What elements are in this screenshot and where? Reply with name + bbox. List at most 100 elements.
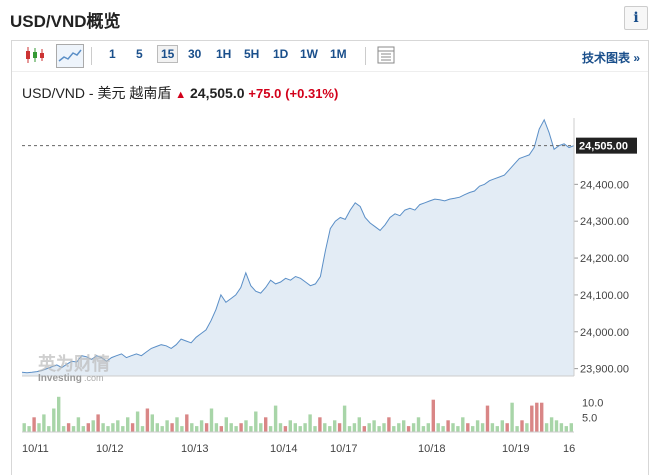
volume-bar	[101, 423, 105, 432]
volume-bar	[32, 417, 36, 432]
volume-bar	[175, 417, 179, 432]
volume-bar	[540, 402, 544, 432]
last-price-label: 24,505.00	[579, 141, 628, 153]
timeframe-5H[interactable]: 5H	[244, 47, 260, 61]
volume-bar	[451, 423, 455, 432]
chart-toolbar: 1 5 15 30 1H 5H 1D 1W 1M 技术图表 »	[12, 41, 648, 72]
volume-bar	[66, 423, 71, 432]
volume-bar	[352, 423, 357, 432]
timeframe-1W[interactable]: 1W	[300, 47, 318, 61]
volume-bar	[81, 426, 85, 432]
volume-bar	[554, 420, 559, 432]
volume-bar	[471, 426, 475, 432]
volume-bar	[559, 423, 564, 432]
volume-bar	[411, 423, 416, 432]
volume-bar	[130, 423, 135, 432]
volume-bar	[485, 405, 490, 432]
volume-bar	[214, 423, 219, 432]
volume-bar	[155, 423, 159, 432]
chart-panel: 1 5 15 30 1H 5H 1D 1W 1M 技术图表 » USD/VND - 美元 越南盾…	[11, 40, 649, 475]
volume-bar	[145, 408, 150, 432]
table-view-icon[interactable]	[373, 44, 399, 66]
volume-bar	[392, 426, 396, 432]
volume-bar	[209, 408, 214, 432]
volume-bar	[569, 423, 573, 432]
volume-bar	[71, 426, 76, 432]
volume-bar	[564, 426, 568, 432]
timeframe-15[interactable]: 15	[157, 45, 179, 63]
volume-bar	[180, 426, 184, 432]
x-tick-label: 10/17	[330, 443, 358, 455]
volume-bar	[52, 408, 56, 432]
volume-bar	[47, 426, 51, 432]
volume-bar	[500, 420, 504, 432]
volume-bar	[22, 423, 26, 432]
volume-bar	[57, 396, 61, 432]
last-price-label-bg	[576, 137, 637, 154]
y-tick-label: 24,300.00	[580, 216, 629, 228]
volume-bar	[456, 426, 460, 432]
volume-bar	[416, 417, 421, 432]
volume-bar	[515, 426, 519, 432]
timeframe-1M[interactable]: 1M	[330, 47, 347, 61]
timeframe-1H[interactable]: 1H	[216, 47, 232, 61]
volume-bar	[426, 423, 430, 432]
volume-bar	[337, 423, 342, 432]
volume-bar	[111, 423, 115, 432]
volume-bar	[490, 423, 495, 432]
volume-bar	[185, 414, 189, 432]
volume-bar	[244, 420, 248, 432]
info-button[interactable]: i	[624, 6, 648, 30]
timeframe-1D[interactable]: 1D	[273, 47, 289, 61]
volume-bar	[347, 426, 352, 432]
volume-bar	[288, 420, 292, 432]
candlestick-chart-icon[interactable]	[22, 44, 48, 66]
volume-bar	[229, 423, 233, 432]
pair-name: USD/VND - 美元 越南盾	[22, 85, 172, 101]
volume-bar	[362, 426, 366, 432]
volume-bar	[160, 426, 164, 432]
volume-bar	[328, 426, 332, 432]
price-change: +75.0	[248, 86, 282, 101]
watermark-suffix: .com	[84, 373, 104, 383]
quote-header: USD/VND - 美元 越南盾 ▲ 24,505.0 +75.0 (+0.31…	[22, 83, 338, 103]
x-tick-label: 10/19	[502, 443, 530, 455]
volume-bar	[254, 411, 258, 432]
y-tick-label: 24,000.00	[580, 327, 629, 339]
volume-bar	[259, 423, 263, 432]
volume-bar	[397, 423, 401, 432]
volume-tick-label: 10.0	[582, 398, 603, 410]
volume-bar	[273, 405, 278, 432]
volume-bar	[204, 423, 209, 432]
timeframe-1[interactable]: 1	[109, 47, 116, 61]
x-tick-label: 10/12	[96, 443, 124, 455]
volume-bar	[367, 423, 371, 432]
volume-bar	[27, 426, 31, 432]
volume-bar	[421, 426, 426, 432]
y-tick-label: 23,900.00	[580, 364, 629, 376]
volume-bar	[446, 420, 450, 432]
up-arrow-icon: ▲	[175, 89, 187, 101]
area-chart-icon[interactable]	[56, 44, 84, 68]
volume-bar	[96, 414, 100, 432]
volume-bar	[382, 423, 386, 432]
volume-bar	[480, 423, 485, 432]
volume-bar	[475, 420, 480, 432]
x-tick-label: 16	[563, 443, 575, 455]
volume-bar	[298, 426, 302, 432]
technical-chart-link[interactable]: 技术图表 »	[581, 51, 640, 65]
timeframe-30[interactable]: 30	[188, 47, 202, 61]
volume-bar	[116, 420, 120, 432]
volume-bar	[303, 423, 307, 432]
volume-bar	[224, 417, 228, 432]
volume-bar	[190, 423, 194, 432]
timeframe-5[interactable]: 5	[136, 47, 143, 61]
price-change-percent: (+0.31%)	[285, 86, 339, 101]
volume-bar	[121, 426, 125, 432]
volume-bar	[313, 426, 317, 432]
x-tick-label: 10/11	[22, 443, 49, 455]
volume-bar	[505, 423, 509, 432]
volume-bar	[239, 423, 243, 432]
volume-bar	[106, 426, 110, 432]
